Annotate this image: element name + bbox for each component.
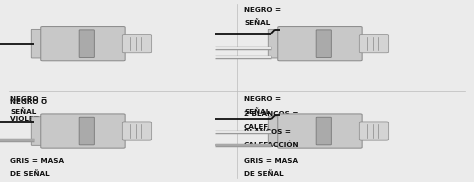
FancyBboxPatch shape <box>278 27 362 61</box>
FancyBboxPatch shape <box>359 35 389 53</box>
FancyBboxPatch shape <box>41 27 125 61</box>
Text: SEÑAL: SEÑAL <box>244 19 270 26</box>
Text: NEGRO =: NEGRO = <box>244 96 281 102</box>
Text: NEGRO =: NEGRO = <box>244 7 281 13</box>
FancyBboxPatch shape <box>359 122 389 140</box>
FancyBboxPatch shape <box>316 30 331 58</box>
Text: BLANCOS =: BLANCOS = <box>244 129 291 135</box>
FancyBboxPatch shape <box>122 122 152 140</box>
Text: SEÑAL: SEÑAL <box>10 108 36 115</box>
Text: GRIS = MASA: GRIS = MASA <box>10 158 64 164</box>
FancyBboxPatch shape <box>268 117 281 145</box>
FancyBboxPatch shape <box>79 117 94 145</box>
FancyBboxPatch shape <box>79 30 94 58</box>
Text: NEGRO =: NEGRO = <box>10 96 47 102</box>
Text: DE SEÑAL: DE SEÑAL <box>10 170 50 177</box>
FancyBboxPatch shape <box>31 29 44 58</box>
FancyBboxPatch shape <box>31 117 44 145</box>
FancyBboxPatch shape <box>41 114 125 148</box>
Text: VIOLETA = SEÑAL: VIOLETA = SEÑAL <box>10 115 82 122</box>
Text: NEGRO O: NEGRO O <box>10 99 47 105</box>
FancyBboxPatch shape <box>278 114 362 148</box>
Text: SEÑAL: SEÑAL <box>244 108 270 115</box>
Text: CALEFACCIÓN: CALEFACCIÓN <box>244 123 300 130</box>
Text: 2 BLANCOS =: 2 BLANCOS = <box>244 111 299 117</box>
Text: GRIS = MASA: GRIS = MASA <box>244 158 298 164</box>
Text: DE SEÑAL: DE SEÑAL <box>244 170 284 177</box>
FancyBboxPatch shape <box>316 117 331 145</box>
FancyBboxPatch shape <box>268 29 281 58</box>
Text: CALEFACCIÓN: CALEFACCIÓN <box>244 141 300 148</box>
FancyBboxPatch shape <box>122 35 152 53</box>
